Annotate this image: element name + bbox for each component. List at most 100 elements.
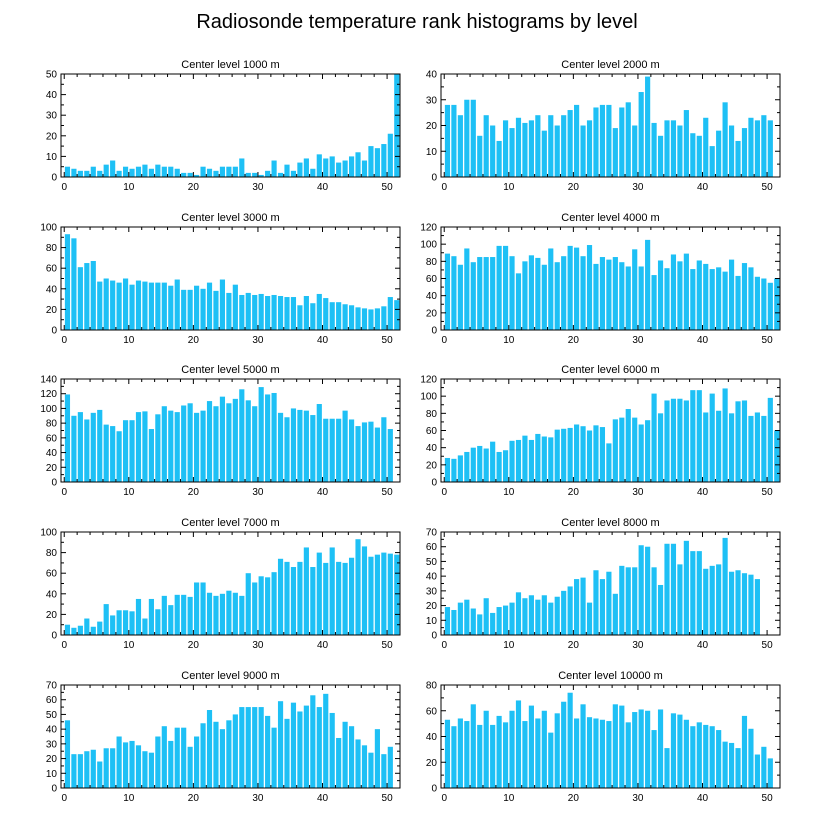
bar <box>271 727 277 788</box>
bar <box>232 592 238 635</box>
bar <box>271 572 277 635</box>
bar <box>323 693 329 788</box>
x-tick-label: 30 <box>252 793 264 804</box>
bar <box>310 303 316 330</box>
x-tick-label: 50 <box>382 487 394 498</box>
bar <box>64 624 71 635</box>
bar <box>174 279 180 330</box>
bar <box>323 418 329 482</box>
bar <box>277 172 284 177</box>
x-tick-label: 10 <box>123 487 135 498</box>
bar <box>651 567 657 635</box>
x-tick-label: 30 <box>252 182 264 193</box>
bar <box>394 74 400 177</box>
bar <box>148 429 154 482</box>
bar <box>464 599 470 635</box>
bar <box>515 117 522 177</box>
bar <box>213 595 219 635</box>
bar <box>528 120 534 177</box>
bar <box>664 748 670 788</box>
x-tick-label: 50 <box>382 640 394 651</box>
bar <box>329 712 335 788</box>
bar <box>135 745 142 788</box>
panel-10: Center level 10000 m 0 10 20 30 40 50 0 20 40 60 80 <box>426 670 781 804</box>
bar <box>483 257 489 330</box>
bar <box>219 279 226 330</box>
bar <box>580 704 586 788</box>
bar <box>213 406 219 482</box>
bar <box>64 720 71 788</box>
bar <box>645 76 651 177</box>
bar <box>387 429 393 482</box>
bar <box>522 598 528 635</box>
bar <box>496 245 502 330</box>
bar <box>703 263 709 330</box>
y-tick-label: 20 <box>46 610 58 621</box>
bar <box>336 737 342 788</box>
bar <box>168 740 174 788</box>
bar <box>754 412 760 482</box>
bar <box>638 92 644 177</box>
bar <box>735 275 741 330</box>
bar <box>219 166 226 177</box>
bar <box>187 746 193 788</box>
bar <box>252 294 258 330</box>
bar <box>129 611 135 635</box>
panel-6: Center level 6000 m 0 10 20 30 40 50 0 20 40 60 80 1… <box>420 364 781 498</box>
bar <box>728 259 735 330</box>
bar <box>748 117 754 177</box>
x-tick-label: 20 <box>188 335 200 346</box>
x-tick-label: 10 <box>123 182 135 193</box>
bar <box>645 239 651 330</box>
bar <box>645 420 651 482</box>
x-tick-label: 40 <box>317 793 329 804</box>
bar <box>232 166 238 177</box>
bar <box>728 413 735 482</box>
bar <box>741 573 748 635</box>
bar <box>696 260 702 330</box>
y-tick-label: 80 <box>426 409 438 420</box>
bar <box>265 170 271 177</box>
bar <box>728 571 735 635</box>
bar <box>477 257 483 330</box>
bar <box>284 417 290 482</box>
bar <box>361 160 368 177</box>
bar <box>303 705 309 788</box>
bar <box>619 107 625 177</box>
bar <box>496 451 502 482</box>
bar <box>110 426 116 482</box>
bar <box>303 547 309 635</box>
bar <box>200 410 206 482</box>
bar <box>574 579 580 635</box>
x-tick-label: 10 <box>123 335 135 346</box>
bar <box>200 166 206 177</box>
bar <box>490 257 496 330</box>
bar <box>677 564 683 635</box>
bar <box>574 718 580 788</box>
bar <box>522 122 528 177</box>
bar <box>239 158 245 177</box>
x-tick-label: 30 <box>632 640 644 651</box>
x-tick-label: 50 <box>382 182 394 193</box>
x-tick-label: 50 <box>762 487 774 498</box>
bar <box>97 621 103 635</box>
bar <box>142 618 148 635</box>
x-tick-label: 30 <box>632 182 644 193</box>
bar <box>528 255 534 330</box>
bar <box>632 249 638 330</box>
x-tick-label: 30 <box>632 335 644 346</box>
y-tick-label: 0 <box>431 173 437 184</box>
panel-5: Center level 5000 m 0 10 20 30 40 50 0 20 40 60 80 1… <box>40 364 401 498</box>
bar <box>599 579 606 635</box>
bar <box>451 609 457 635</box>
y-tick-label: 0 <box>51 631 57 642</box>
x-tick-label: 20 <box>568 182 580 193</box>
bar <box>619 417 625 482</box>
bar <box>722 102 728 177</box>
bar <box>348 419 355 482</box>
bar <box>535 718 541 788</box>
bar <box>381 754 387 788</box>
bar <box>381 144 387 177</box>
bar <box>206 282 213 330</box>
bar <box>593 718 599 788</box>
